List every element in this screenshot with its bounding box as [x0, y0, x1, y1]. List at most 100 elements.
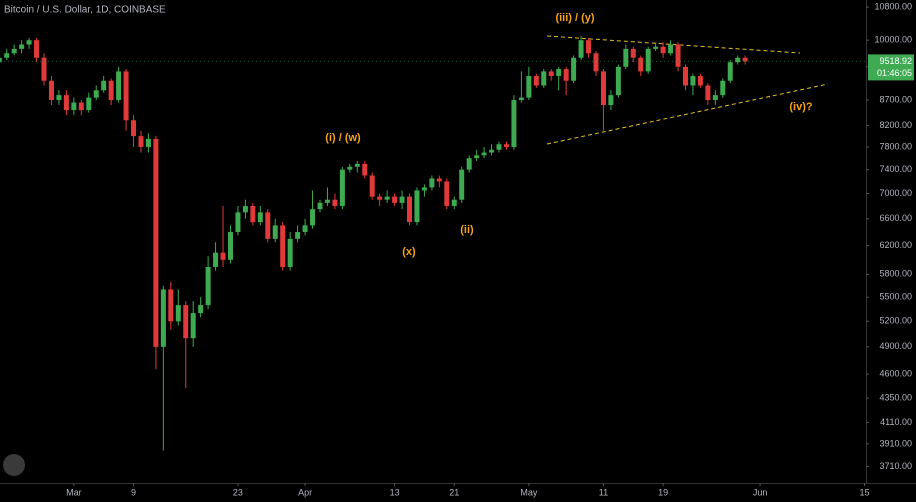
candle-body	[220, 252, 226, 260]
logo-button[interactable]	[3, 454, 25, 476]
candle-body	[213, 252, 219, 268]
candle-body	[668, 44, 674, 54]
candle-body	[503, 144, 509, 148]
candle-body	[183, 305, 189, 339]
candle-body	[682, 66, 688, 86]
candle-body	[377, 196, 383, 200]
candle-body	[93, 90, 99, 98]
candle-body	[160, 289, 166, 347]
candle-body	[257, 212, 263, 223]
y-tick-label: 7000.00	[879, 188, 912, 198]
candle-body	[518, 97, 524, 101]
candle-body	[630, 48, 636, 58]
x-tick-label: 9	[131, 487, 136, 497]
candle-body	[131, 120, 137, 137]
candle-body	[533, 76, 539, 86]
candle-body	[705, 85, 711, 101]
y-tick-label: 5500.00	[879, 292, 912, 302]
candle-body	[496, 144, 502, 150]
candle-body	[675, 44, 681, 67]
candle-body	[78, 102, 84, 111]
candle-body	[235, 212, 241, 233]
x-tick-label: Jun	[753, 487, 768, 497]
x-tick-label: 21	[449, 487, 459, 497]
y-tick-label: 4350.00	[879, 392, 912, 402]
x-tick-label: Apr	[298, 487, 312, 497]
x-tick-label: Mar	[66, 487, 82, 497]
candle-body	[407, 196, 413, 223]
candle-body	[280, 225, 286, 268]
last-price-label: 9518.92	[879, 56, 912, 66]
candle-body	[272, 225, 278, 239]
x-tick-label: May	[520, 487, 538, 497]
countdown-label: 01:46:05	[877, 68, 912, 78]
y-tick-label: 4900.00	[879, 341, 912, 351]
candle-body	[653, 46, 659, 49]
candle-body	[123, 71, 129, 121]
candle-body	[287, 238, 293, 268]
candle-body	[511, 100, 517, 148]
candle-body	[339, 169, 345, 206]
candle-body	[26, 40, 32, 45]
x-tick-label: 13	[390, 487, 400, 497]
candle-body	[735, 57, 741, 63]
candle-body	[34, 40, 40, 58]
x-tick-label: 23	[233, 487, 243, 497]
candle-body	[481, 152, 487, 156]
candle-body	[608, 95, 614, 106]
candle-body	[444, 181, 450, 206]
candle-body	[392, 196, 398, 203]
annotation: (i) / (w)	[325, 132, 361, 144]
annotation: (ii)	[460, 224, 474, 236]
candle-body	[317, 202, 323, 210]
candle-body	[48, 80, 54, 101]
candle-body	[720, 80, 726, 96]
candle-body	[168, 289, 174, 322]
y-tick-label: 10800.00	[874, 1, 912, 11]
candle-body	[660, 46, 666, 54]
candle-body	[369, 175, 375, 197]
candle-body	[541, 71, 547, 86]
y-tick-label: 10000.00	[874, 35, 912, 45]
candle-body	[19, 44, 25, 49]
candle-body	[116, 71, 122, 101]
candle-body	[414, 190, 420, 223]
candle-body	[451, 199, 457, 206]
y-tick-label: 8700.00	[879, 94, 912, 104]
candle-body	[556, 69, 562, 77]
candle-body	[712, 95, 718, 101]
y-tick-label: 4110.00	[880, 417, 912, 427]
candle-body	[227, 232, 233, 260]
candle-body	[466, 158, 472, 170]
y-tick-label: 6600.00	[879, 213, 912, 223]
candle-body	[63, 95, 69, 111]
y-tick-label: 4600.00	[879, 368, 912, 378]
candle-body	[145, 138, 151, 148]
trendline	[546, 83, 829, 145]
candle-body	[623, 48, 629, 67]
candle-body	[615, 66, 621, 96]
candle-body	[86, 97, 92, 111]
y-tick-label: 7400.00	[879, 164, 912, 174]
candle-body	[571, 57, 577, 81]
candle-body	[175, 305, 181, 322]
candle-body	[459, 169, 465, 200]
candle-body	[429, 178, 435, 188]
y-tick-label: 3910.00	[879, 438, 912, 448]
candle-body	[11, 48, 17, 54]
candle-body	[56, 95, 62, 101]
candle-body	[563, 69, 569, 81]
candle-body	[727, 62, 733, 81]
y-tick-label: 3710.00	[879, 461, 912, 471]
candle-body	[593, 53, 599, 72]
candle-body	[421, 187, 427, 191]
candle-body	[324, 199, 330, 203]
x-tick-label: 19	[658, 487, 668, 497]
trendline	[546, 35, 801, 54]
candle-body	[198, 305, 204, 314]
candle-body	[242, 205, 248, 213]
candle-body	[4, 53, 10, 58]
